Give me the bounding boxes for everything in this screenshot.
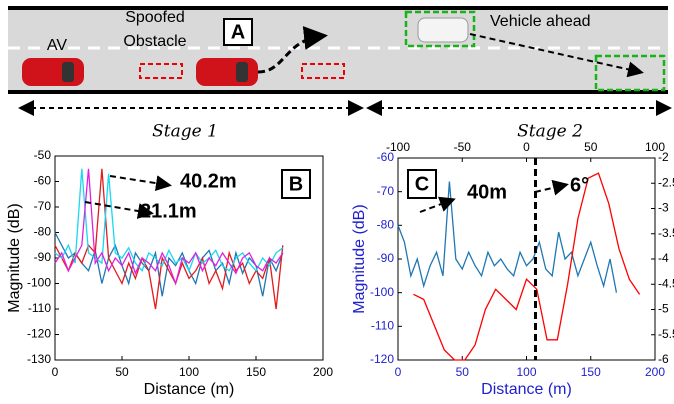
series-line (413, 172, 641, 361)
x2-tick-label: 0 (523, 140, 530, 154)
x-tick-label: 200 (645, 365, 665, 379)
y2-tick-label: -3.5 (658, 226, 674, 240)
av-label: AV (47, 37, 67, 54)
x-tick-label: 100 (516, 365, 536, 379)
vehicle-label: Vehicle ahead (490, 13, 591, 30)
x2-tick-label: 50 (584, 140, 598, 154)
annotation-arrow (534, 179, 569, 196)
panel-label: A (231, 21, 245, 43)
x-axis-label: Distance (m) (481, 381, 572, 398)
annotation-arrow (419, 196, 456, 213)
y-tick-label: -80 (34, 225, 52, 239)
y-tick-label: -120 (370, 352, 394, 366)
series-line (54, 168, 284, 310)
y-tick-label: -110 (371, 319, 394, 333)
y-tick-label: -100 (370, 285, 394, 299)
y-tick-label: -70 (34, 199, 52, 213)
y-tick-label: -130 (27, 352, 51, 366)
obstacle-label: Obstacle (123, 33, 186, 50)
y-tick-label: -100 (27, 276, 51, 290)
y-tick-label: -70 (377, 184, 395, 198)
annotation: 21.1m (140, 200, 197, 222)
y2-tick-label: -5 (658, 302, 669, 316)
annotation: 6° (570, 174, 589, 196)
y-tick-label: -80 (377, 218, 395, 232)
series-line (54, 168, 284, 286)
y2-tick-label: -6 (658, 352, 669, 366)
x-tick-label: 0 (395, 365, 402, 379)
annotation-arrow (109, 175, 172, 192)
x-axis-label: Distance (m) (144, 381, 235, 398)
x-tick-label: 50 (115, 365, 129, 379)
road-diagram: A AV Spoofed Obstacle Vehicle ahead Stag… (8, 6, 672, 142)
y2-tick-label: -3 (658, 201, 669, 215)
y-tick-label: -60 (377, 150, 395, 164)
y-tick-label: -90 (377, 251, 395, 265)
y2-tick-label: -4 (658, 251, 669, 265)
y-tick-label: -50 (34, 148, 52, 162)
x-tick-label: 100 (179, 365, 199, 379)
y-axis-label: Magnitude (dB) (351, 204, 368, 313)
y2-tick-label: -2 (658, 150, 669, 164)
panel-box (281, 169, 311, 199)
y-axis-label: Magnitude (dB) (6, 203, 23, 312)
panel-label: C (415, 173, 429, 195)
y-tick-label: -90 (34, 250, 52, 264)
annotation: 40m (467, 181, 507, 203)
y2-tick-label: -4.5 (658, 276, 674, 290)
stage-label: Stage 2 (517, 122, 583, 142)
obstacle-label: Spoofed (125, 9, 185, 26)
annotation-arrow (84, 201, 154, 219)
y-tick-label: -60 (34, 174, 52, 188)
annotation: 40.2m (180, 170, 237, 192)
stage-label: Stage 1 (152, 122, 218, 142)
x-tick-label: 150 (246, 365, 266, 379)
x-tick-label: 200 (313, 365, 333, 379)
series-line (397, 181, 618, 293)
y2-tick-label: -5.5 (658, 327, 674, 341)
x2-tick-label: -100 (386, 140, 410, 154)
x2-tick-label: 100 (645, 140, 665, 154)
x-tick-label: 50 (456, 365, 470, 379)
x-tick-label: 150 (581, 365, 601, 379)
x-tick-label: 0 (52, 365, 59, 379)
x2-tick-label: -50 (454, 140, 472, 154)
panel-label: B (289, 173, 303, 195)
y2-tick-label: -2.5 (658, 175, 674, 189)
panel-box (407, 169, 437, 199)
y-tick-label: -110 (28, 301, 51, 315)
y-tick-label: -120 (27, 327, 51, 341)
